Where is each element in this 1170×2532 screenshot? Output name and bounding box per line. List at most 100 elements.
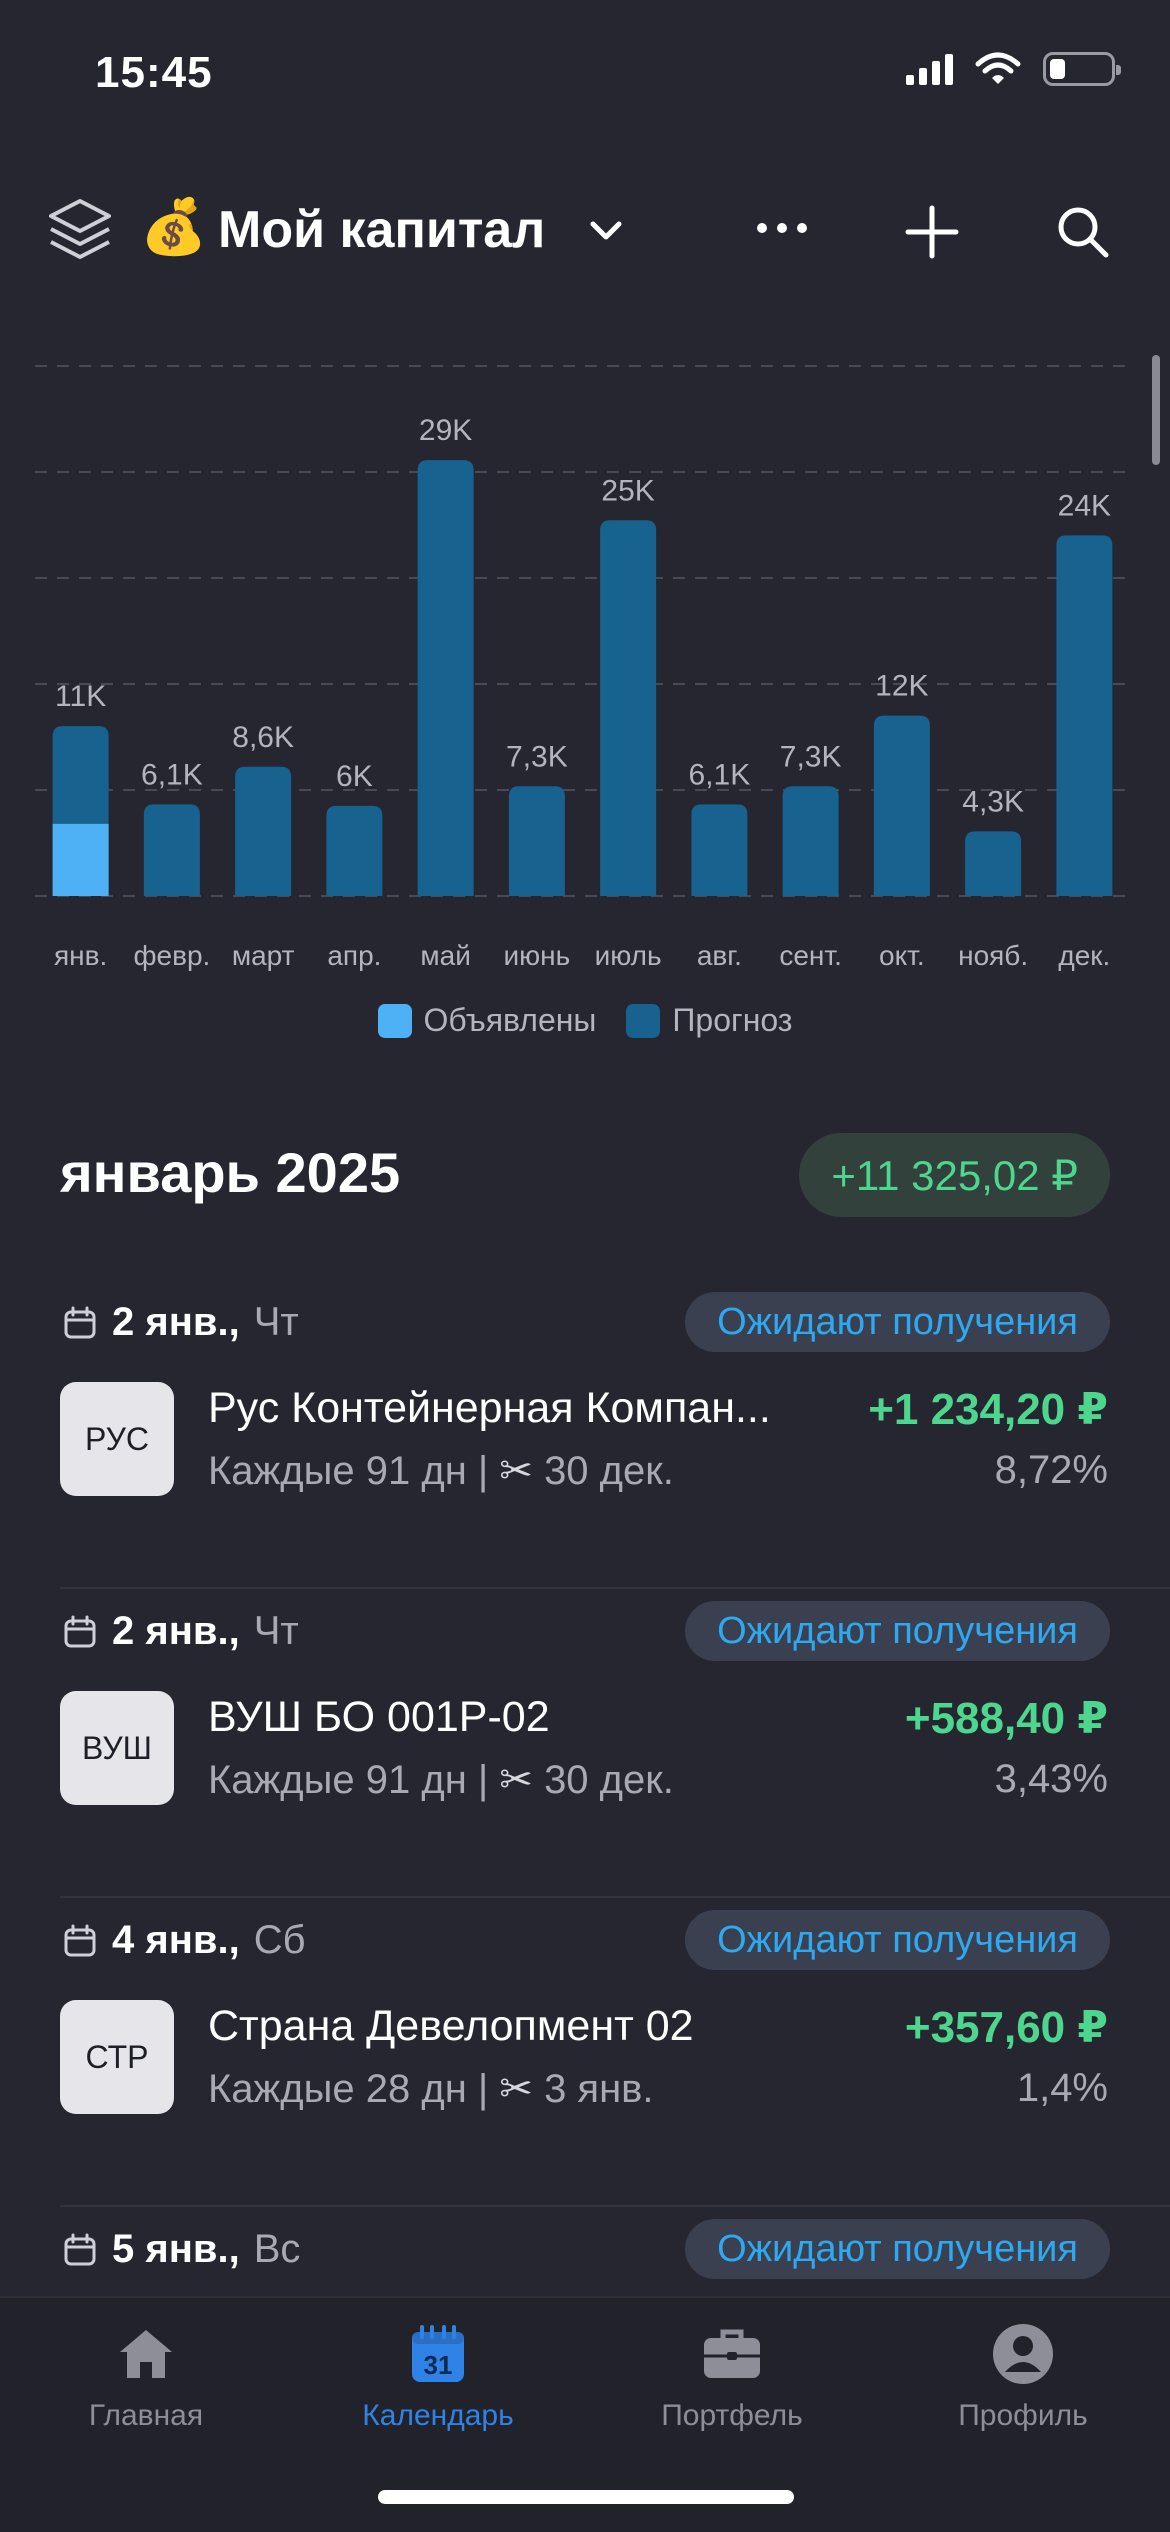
legend-item-forecast: Прогноз: [626, 1002, 792, 1039]
tab-calendar[interactable]: 31 Календарь: [318, 2322, 558, 2433]
payout-yield: 8,72%: [994, 1448, 1108, 1492]
calendar-icon: [64, 2233, 96, 2265]
search-icon[interactable]: [1053, 202, 1113, 262]
legend-swatch-declared: [377, 1003, 412, 1038]
x-tick-label: окт.: [879, 940, 925, 971]
bar-forecast[interactable]: [1056, 535, 1113, 896]
bar-value-label: 11K: [55, 680, 106, 713]
x-tick-label: июль: [595, 940, 662, 971]
entry-weekday: Чт: [253, 1300, 299, 1344]
bar-value-label: 8,6K: [232, 721, 294, 754]
entry-date-day: 2 янв.,: [112, 1609, 240, 1653]
bar-forecast[interactable]: [873, 715, 930, 896]
calendar-icon: [64, 1924, 96, 1956]
entry-date: 2 янв., Чт: [62, 1609, 299, 1654]
bar-value-label: 4,3K: [962, 785, 1024, 818]
payout-list: 2 янв., Чт Ожидают получения РУС Рус Кон…: [0, 1280, 1170, 2516]
legend-item-declared: Объявлены: [377, 1002, 596, 1039]
bar-value-label: 6K: [336, 760, 373, 793]
cut-date: 30 дек.: [544, 1758, 674, 1802]
list-item[interactable]: 2 янв., Чт Ожидают получения РУС Рус Кон…: [0, 1280, 1170, 1589]
bar-forecast[interactable]: [691, 804, 748, 896]
tab-home[interactable]: Главная: [26, 2322, 266, 2433]
cut-date: 3 янв.: [544, 2067, 654, 2111]
scissors-icon: ✂: [499, 1449, 533, 1493]
legend-label-forecast: Прогноз: [672, 1002, 793, 1038]
cellular-signal-icon: [906, 53, 953, 85]
bar-forecast[interactable]: [508, 786, 565, 896]
bar-forecast[interactable]: [326, 805, 383, 896]
entry-meta: Каждые 91 дн | ✂ 30 дек.: [208, 1757, 674, 1803]
bar-value-label: 12K: [875, 670, 928, 703]
status-bar: 15:45: [0, 0, 1170, 150]
status-badge: Ожидают получения: [685, 1910, 1110, 1970]
cut-date: 30 дек.: [544, 1449, 674, 1493]
bar-value-label: 25K: [601, 474, 654, 507]
status-badge: Ожидают получения: [685, 2219, 1110, 2279]
entry-date: 5 янв., Вс: [62, 2227, 300, 2272]
payout-yield: 3,43%: [994, 1757, 1108, 1801]
entry-date-day: 5 янв.,: [112, 2227, 240, 2271]
scissors-icon: ✂: [499, 2067, 533, 2111]
list-item[interactable]: 5 янв., Вс Ожидают получения: [0, 2207, 1170, 2516]
home-indicator: [378, 2490, 794, 2504]
x-tick-label: март: [232, 940, 295, 971]
calendar-icon: [64, 1306, 96, 1338]
bar-forecast[interactable]: [965, 831, 1022, 896]
list-item[interactable]: 2 янв., Чт Ожидают получения ВУШ ВУШ БО …: [0, 1589, 1170, 1898]
bar-forecast[interactable]: [143, 804, 200, 896]
tab-portfolio[interactable]: Портфель: [612, 2322, 852, 2433]
header: 💰 Мой капитал: [0, 180, 1170, 280]
bond-name: ВУШ БО 001Р-02: [208, 1693, 550, 1741]
x-tick-label: июнь: [504, 940, 571, 971]
portfolio-title[interactable]: Мой капитал: [218, 201, 546, 259]
tab-portfolio-label: Портфель: [661, 2399, 803, 2432]
ticker-logo: СТР: [60, 2000, 174, 2114]
payout-amount: +357,60 ₽: [904, 2003, 1108, 2052]
bar-declared[interactable]: [52, 823, 109, 896]
legend-swatch-forecast: [626, 1003, 661, 1038]
divider: [60, 2205, 1170, 2207]
plus-icon[interactable]: [902, 202, 962, 262]
payout-amount: +1 234,20 ₽: [868, 1385, 1108, 1434]
bar-forecast[interactable]: [782, 786, 839, 896]
ticker-logo: ВУШ: [60, 1691, 174, 1805]
entry-weekday: Вс: [253, 2227, 301, 2271]
tab-profile-label: Профиль: [958, 2399, 1088, 2432]
bar-value-label: 7,3K: [780, 740, 842, 773]
x-tick-label: нояб.: [958, 940, 1028, 971]
more-icon[interactable]: [752, 208, 812, 248]
status-icons: [906, 52, 1121, 86]
x-tick-label: дек.: [1058, 940, 1110, 971]
payout-amount: +588,40 ₽: [904, 1694, 1108, 1743]
bar-forecast[interactable]: [417, 460, 474, 896]
chevron-down-icon[interactable]: [585, 210, 627, 252]
entry-meta: Каждые 28 дн | ✂ 3 янв.: [208, 2066, 654, 2112]
x-tick-label: февр.: [133, 940, 210, 971]
battery-icon: [1043, 52, 1121, 86]
bar-forecast[interactable]: [600, 520, 657, 896]
scissors-icon: ✂: [499, 1758, 533, 1802]
x-tick-label: май: [420, 940, 470, 971]
money-bag-icon: 💰: [140, 197, 208, 257]
bar-value-label: 6,1K: [141, 758, 203, 791]
month-title: январь 2025: [60, 1141, 401, 1204]
calendar-icon: [64, 1615, 96, 1647]
entry-weekday: Чт: [253, 1609, 299, 1653]
bar-value-label: 7,3K: [506, 740, 568, 773]
x-tick-label: авг.: [697, 940, 742, 971]
coupon-period: Каждые 91 дн |: [208, 1758, 489, 1802]
bar-forecast[interactable]: [235, 766, 292, 896]
scroll-indicator: [1152, 355, 1160, 465]
entry-meta: Каждые 91 дн | ✂ 30 дек.: [208, 1448, 674, 1494]
ticker-logo: РУС: [60, 1382, 174, 1496]
calendar-tab-icon: 31: [412, 2325, 464, 2382]
layers-icon[interactable]: [45, 195, 115, 265]
divider: [60, 1896, 1170, 1898]
tab-profile[interactable]: Профиль: [903, 2322, 1143, 2433]
status-badge: Ожидают получения: [685, 1601, 1110, 1661]
entry-date: 2 янв., Чт: [62, 1300, 299, 1345]
briefcase-icon: [704, 2329, 760, 2378]
list-item[interactable]: 4 янв., Сб Ожидают получения СТР Страна …: [0, 1898, 1170, 2207]
status-badge: Ожидают получения: [685, 1292, 1110, 1352]
